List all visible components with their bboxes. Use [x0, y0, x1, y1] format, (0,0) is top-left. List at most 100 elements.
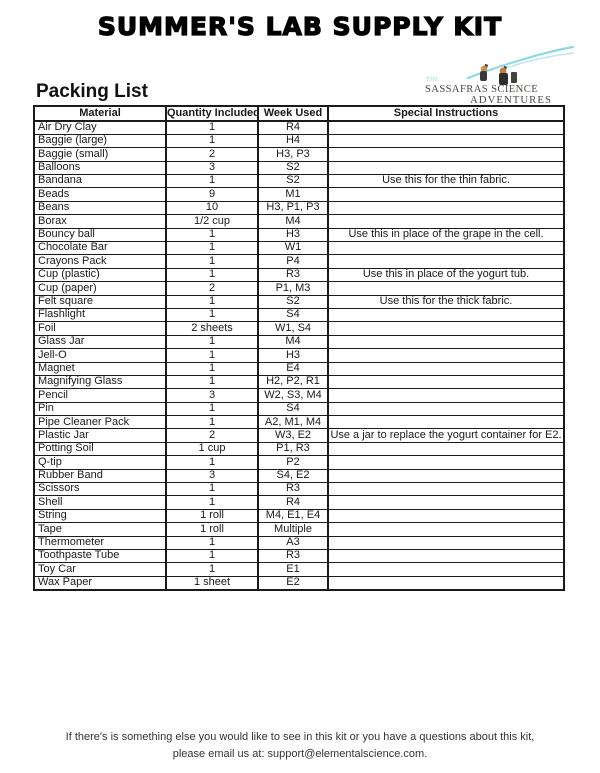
packing-table: Material Quantity Included Week Used Spe…: [33, 105, 565, 591]
material-cell: Felt square: [33, 294, 167, 309]
week-cell: A2, M1, M4: [257, 415, 329, 430]
footer-note: If there's is something else you would l…: [0, 729, 600, 762]
material-cell: Toothpaste Tube: [33, 548, 167, 564]
packing-table-body: Air Dry Clay 1 R4 Baggie (large) 1 H4 Baggie (…: [33, 120, 565, 591]
week-cell: W1: [257, 241, 329, 256]
table-row: Glass Jar 1 M4: [33, 334, 565, 350]
quantity-cell: 1: [165, 120, 259, 135]
week-cell: H4: [257, 133, 329, 149]
quantity-cell: 2: [165, 147, 259, 162]
quantity-cell: 1: [165, 133, 259, 149]
quantity-cell: 3: [165, 160, 259, 176]
instructions-cell: [327, 133, 565, 149]
material-cell: Baggie (large): [33, 133, 167, 149]
table-row: Cup (plastic) 1 R3 Use this in place of the…: [33, 267, 565, 283]
instructions-cell: [327, 307, 565, 323]
material-cell: Jell-O: [33, 348, 167, 363]
logo-name-line1: SASSAFRAS SCIENCE: [425, 84, 538, 95]
table-row: Beads 9 M1: [33, 187, 565, 202]
table-row: Baggie (large) 1 H4: [33, 133, 565, 149]
material-cell: Borax: [33, 214, 167, 229]
quantity-cell: 1: [165, 455, 259, 470]
week-cell: S4: [257, 307, 329, 323]
logo-name-line2: ADVENTURES: [470, 94, 552, 104]
instructions-cell: Use a jar to replace the yogurt containe…: [327, 428, 565, 443]
zipline-characters-icon: [480, 63, 517, 85]
instructions-cell: [327, 562, 565, 577]
week-cell: S4, E2: [257, 468, 329, 484]
table-row: Pipe Cleaner Pack 1 A2, M1, M4: [33, 415, 565, 430]
material-cell: Flashlight: [33, 307, 167, 323]
instructions-cell: [327, 160, 565, 176]
material-cell: Q-tip: [33, 455, 167, 470]
material-cell: Scissors: [33, 482, 167, 497]
instructions-cell: [327, 147, 565, 162]
footer-line2: please email us at: support@elementalsci…: [172, 747, 428, 760]
material-cell: Cup (plastic): [33, 267, 167, 283]
instructions-cell: [327, 415, 565, 430]
sassafras-science-logo: THE SASSAFRAS SCIENCE ADVENTURES: [425, 45, 574, 104]
material-cell: Thermometer: [33, 535, 167, 551]
material-cell: Potting Soil: [33, 441, 167, 457]
table-row: Pin 1 S4: [33, 401, 565, 417]
table-row: Beans 10 H3, P1, P3: [33, 200, 565, 216]
material-cell: Toy Car: [33, 562, 167, 577]
week-cell: P1, R3: [257, 441, 329, 457]
instructions-cell: [327, 334, 565, 350]
header-quantity-included: Quantity Included: [165, 105, 259, 122]
week-cell: W2, S3, M4: [257, 388, 329, 403]
quantity-cell: 1: [165, 254, 259, 269]
table-row: Potting Soil 1 cup P1, R3: [33, 441, 565, 457]
quantity-cell: 3: [165, 388, 259, 403]
instructions-cell: [327, 482, 565, 497]
table-row: Plastic Jar 2 W3, E2 Use a jar to replace t…: [33, 428, 565, 443]
table-row: Toy Car 1 E1: [33, 562, 565, 577]
quantity-cell: 2: [165, 428, 259, 443]
material-cell: Crayons Pack: [33, 254, 167, 269]
material-cell: Pipe Cleaner Pack: [33, 415, 167, 430]
week-cell: R3: [257, 482, 329, 497]
quantity-cell: 1: [165, 482, 259, 497]
header-special-instructions: Special Instructions: [327, 105, 565, 122]
quantity-cell: 1: [165, 361, 259, 376]
week-cell: S2: [257, 174, 329, 189]
quantity-cell: 1: [165, 495, 259, 510]
table-row: Bouncy ball 1 H3 Use this in place of the g…: [33, 227, 565, 243]
quantity-cell: 1: [165, 374, 259, 390]
week-cell: R3: [257, 267, 329, 283]
material-cell: Beans: [33, 200, 167, 216]
week-cell: W3, E2: [257, 428, 329, 443]
instructions-cell: [327, 200, 565, 216]
quantity-cell: 1 roll: [165, 522, 259, 537]
table-row: Bandana 1 S2 Use this for the thin fabric.: [33, 174, 565, 189]
table-row: Magnifying Glass 1 H2, P2, R1: [33, 374, 565, 390]
table-row: String 1 roll M4, E1, E4: [33, 508, 565, 524]
quantity-cell: 1: [165, 415, 259, 430]
material-cell: Beads: [33, 187, 167, 202]
quantity-cell: 1: [165, 294, 259, 309]
instructions-cell: [327, 535, 565, 551]
zipline-icon: [466, 45, 574, 80]
material-cell: Shell: [33, 495, 167, 510]
instructions-cell: [327, 388, 565, 403]
instructions-cell: [327, 548, 565, 564]
quantity-cell: 2 sheets: [165, 321, 259, 336]
instructions-cell: [327, 441, 565, 457]
instructions-cell: [327, 361, 565, 376]
week-cell: H3: [257, 348, 329, 363]
quantity-cell: 10: [165, 200, 259, 216]
quantity-cell: 1 sheet: [165, 575, 259, 591]
material-cell: Bouncy ball: [33, 227, 167, 243]
material-cell: Magnet: [33, 361, 167, 376]
instructions-cell: [327, 495, 565, 510]
instructions-cell: [327, 508, 565, 524]
table-row: Scissors 1 R3: [33, 482, 565, 497]
material-cell: Rubber Band: [33, 468, 167, 484]
table-row: Foil 2 sheets W1, S4: [33, 321, 565, 336]
table-row: Felt square 1 S2 Use this for the thick fab…: [33, 294, 565, 309]
header-week-used: Week Used: [257, 105, 329, 122]
week-cell: Multiple: [257, 522, 329, 537]
instructions-cell: [327, 187, 565, 202]
header-material: Material: [33, 105, 167, 122]
quantity-cell: 1: [165, 307, 259, 323]
